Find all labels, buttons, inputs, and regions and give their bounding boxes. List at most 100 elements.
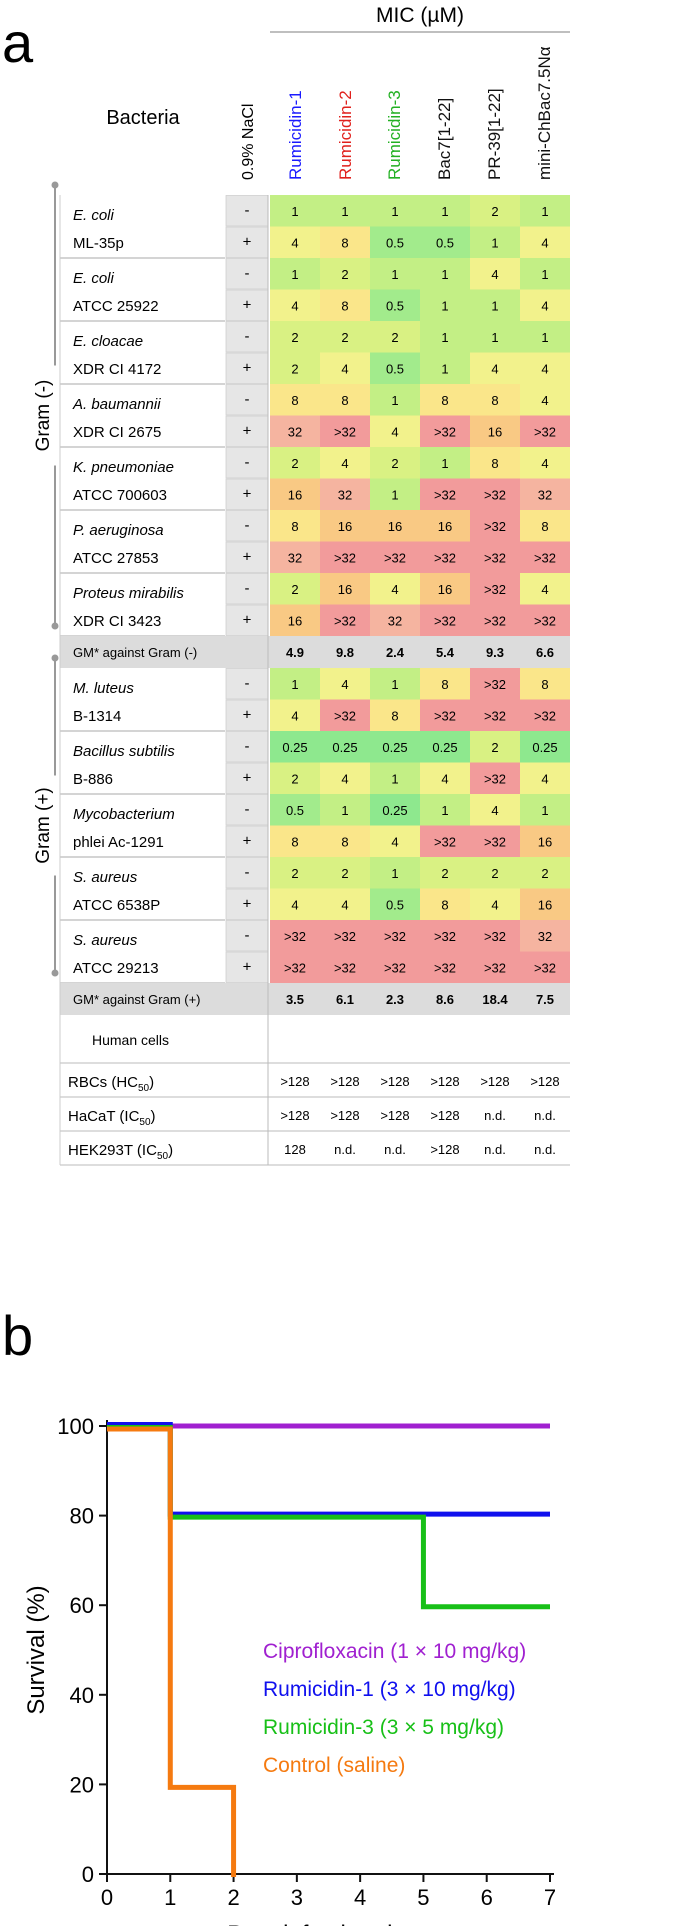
gram-pos-mic-value: 8 xyxy=(341,835,348,850)
gram-pos-nacl-minus: - xyxy=(245,675,250,692)
gram-neg-mic-cell xyxy=(420,384,470,416)
gram-neg-mic-cell xyxy=(470,226,520,258)
gram-pos-mic-cell xyxy=(370,762,420,794)
gram-neg-mic-cell xyxy=(270,573,320,605)
gram-pos-mic-cell xyxy=(320,699,370,731)
bacteria-header: Bacteria xyxy=(106,107,180,129)
series-line-3 xyxy=(107,1426,237,1877)
gram-neg-species-4: K. pneumoniae xyxy=(73,459,174,476)
gram-pos-mic-cell xyxy=(470,762,520,794)
gram-neg-mic-cell xyxy=(320,384,370,416)
gram-neg-mic-cell xyxy=(320,573,370,605)
gram-pos-label: Gram (+) xyxy=(33,787,54,864)
gram-pos-mic-cell xyxy=(520,920,570,952)
gram-pos-strain-3: ATCC 6538P xyxy=(73,897,160,914)
gram-pos-mic-value: >32 xyxy=(334,961,356,976)
gram-neg-mic-value: 4 xyxy=(491,267,498,282)
gm-gram-pos-value: 8.6 xyxy=(436,992,454,1007)
gram-neg-mic-value: >32 xyxy=(534,614,556,629)
gram-neg-mic-value: 0.5 xyxy=(386,362,404,377)
gram-neg-mic-value: 2 xyxy=(341,330,348,345)
gram-neg-mic-cell xyxy=(270,321,320,353)
x-tick-label: 1 xyxy=(164,1885,176,1910)
gram-neg-mic-cell xyxy=(320,541,370,573)
peptide-header-2: Rumicidin-2 xyxy=(336,90,355,180)
gram-pos-mic-cell xyxy=(420,825,470,857)
gram-pos-mic-value: 0.25 xyxy=(382,740,407,755)
legend-entry-0: Ciprofloxacin (1 × 10 mg/kg) xyxy=(263,1640,526,1663)
gm-gram-pos-value: 6.1 xyxy=(336,992,354,1007)
gm-gram-pos-value: 18.4 xyxy=(482,992,508,1007)
gram-pos-mic-cell xyxy=(320,762,370,794)
gram-neg-mic-value: 4 xyxy=(291,299,298,314)
gram-pos-mic-cell xyxy=(420,699,470,731)
gram-neg-mic-value: >32 xyxy=(434,488,456,503)
x-tick-label: 3 xyxy=(291,1885,303,1910)
gm-gram-pos-row-bg xyxy=(60,983,570,1015)
gram-neg-mic-cell xyxy=(370,541,420,573)
human-row-value: >128 xyxy=(380,1074,409,1089)
gram-neg-mic-cell xyxy=(420,573,470,605)
gram-neg-mic-value: 1 xyxy=(541,267,548,282)
gram-neg-mic-value: 16 xyxy=(338,582,352,597)
gram-neg-mic-cell xyxy=(520,384,570,416)
human-row-value: >128 xyxy=(280,1074,309,1089)
gram-neg-mic-cell xyxy=(270,510,320,542)
gram-neg-strain-1: ATCC 25922 xyxy=(73,298,159,315)
gram-pos-mic-value: 4 xyxy=(291,709,298,724)
gm-gram-pos-value: 2.3 xyxy=(386,992,404,1007)
gram-neg-mic-value: 16 xyxy=(338,519,352,534)
gram-pos-mic-cell xyxy=(470,888,520,920)
gram-neg-mic-value: 2 xyxy=(291,362,298,377)
gram-pos-mic-cell xyxy=(370,731,420,763)
gram-pos-mic-value: 4 xyxy=(341,677,348,692)
gram-pos-mic-cell xyxy=(420,888,470,920)
gram-pos-mic-value: 4 xyxy=(491,898,498,913)
gram-neg-mic-value: 8 xyxy=(491,393,498,408)
y-tick-label: 20 xyxy=(70,1772,94,1797)
gram-neg-strain-2: XDR CI 4172 xyxy=(73,361,161,378)
gram-pos-mic-value: 16 xyxy=(538,898,552,913)
mic-header: MIC (µM) xyxy=(376,4,464,27)
gram-pos-mic-value: 2 xyxy=(341,866,348,881)
gram-pos-mic-cell xyxy=(520,668,570,700)
gram-pos-mic-cell xyxy=(270,699,320,731)
gram-pos-mic-cell xyxy=(420,731,470,763)
gram-pos-mic-cell xyxy=(320,951,370,983)
gram-neg-mic-cell xyxy=(320,510,370,542)
x-tick-label: 7 xyxy=(544,1885,556,1910)
gram-neg-mic-value: 2 xyxy=(291,456,298,471)
gram-pos-nacl-cell xyxy=(225,699,269,731)
gram-pos-mic-cell xyxy=(470,794,520,826)
human-row-value: n.d. xyxy=(534,1142,556,1157)
gram-pos-mic-value: 0.25 xyxy=(332,740,357,755)
gram-pos-mic-cell xyxy=(520,825,570,857)
gram-neg-mic-cell xyxy=(370,604,420,636)
gram-pos-mic-value: 4 xyxy=(491,803,498,818)
gram-pos-nacl-minus: - xyxy=(245,801,250,818)
gram-pos-nacl-cell xyxy=(225,825,269,857)
x-tick-label: 2 xyxy=(227,1885,239,1910)
gram-pos-mic-value: >32 xyxy=(434,929,456,944)
x-tick-label: 0 xyxy=(101,1885,113,1910)
gram-neg-mic-cell xyxy=(420,258,470,290)
gram-neg-mic-cell xyxy=(370,195,420,227)
gram-neg-mic-cell xyxy=(470,604,520,636)
gram-neg-mic-value: 4 xyxy=(491,362,498,377)
gram-neg-mic-value: 16 xyxy=(388,519,402,534)
gram-neg-mic-cell xyxy=(520,604,570,636)
gram-neg-mic-cell xyxy=(470,384,520,416)
gram-pos-mic-value: 2 xyxy=(491,740,498,755)
gram-neg-mic-value: 1 xyxy=(441,299,448,314)
gm-gram-neg-label: GM* against Gram (-) xyxy=(73,645,197,660)
x-tick-label: 6 xyxy=(481,1885,493,1910)
gram-pos-nacl-plus: + xyxy=(243,959,252,976)
gram-pos-mic-value: 16 xyxy=(538,835,552,850)
gram-neg-nacl-plus: + xyxy=(243,423,252,440)
gram-pos-mic-cell xyxy=(270,888,320,920)
gram-neg-species-5: P. aeruginosa xyxy=(73,522,164,539)
legend-entry-1: Rumicidin-1 (3 × 10 mg/kg) xyxy=(263,1678,516,1701)
gram-neg-mic-value: 4 xyxy=(341,456,348,471)
gram-pos-nacl-plus: + xyxy=(243,770,252,787)
gram-pos-mic-value: 2 xyxy=(491,866,498,881)
